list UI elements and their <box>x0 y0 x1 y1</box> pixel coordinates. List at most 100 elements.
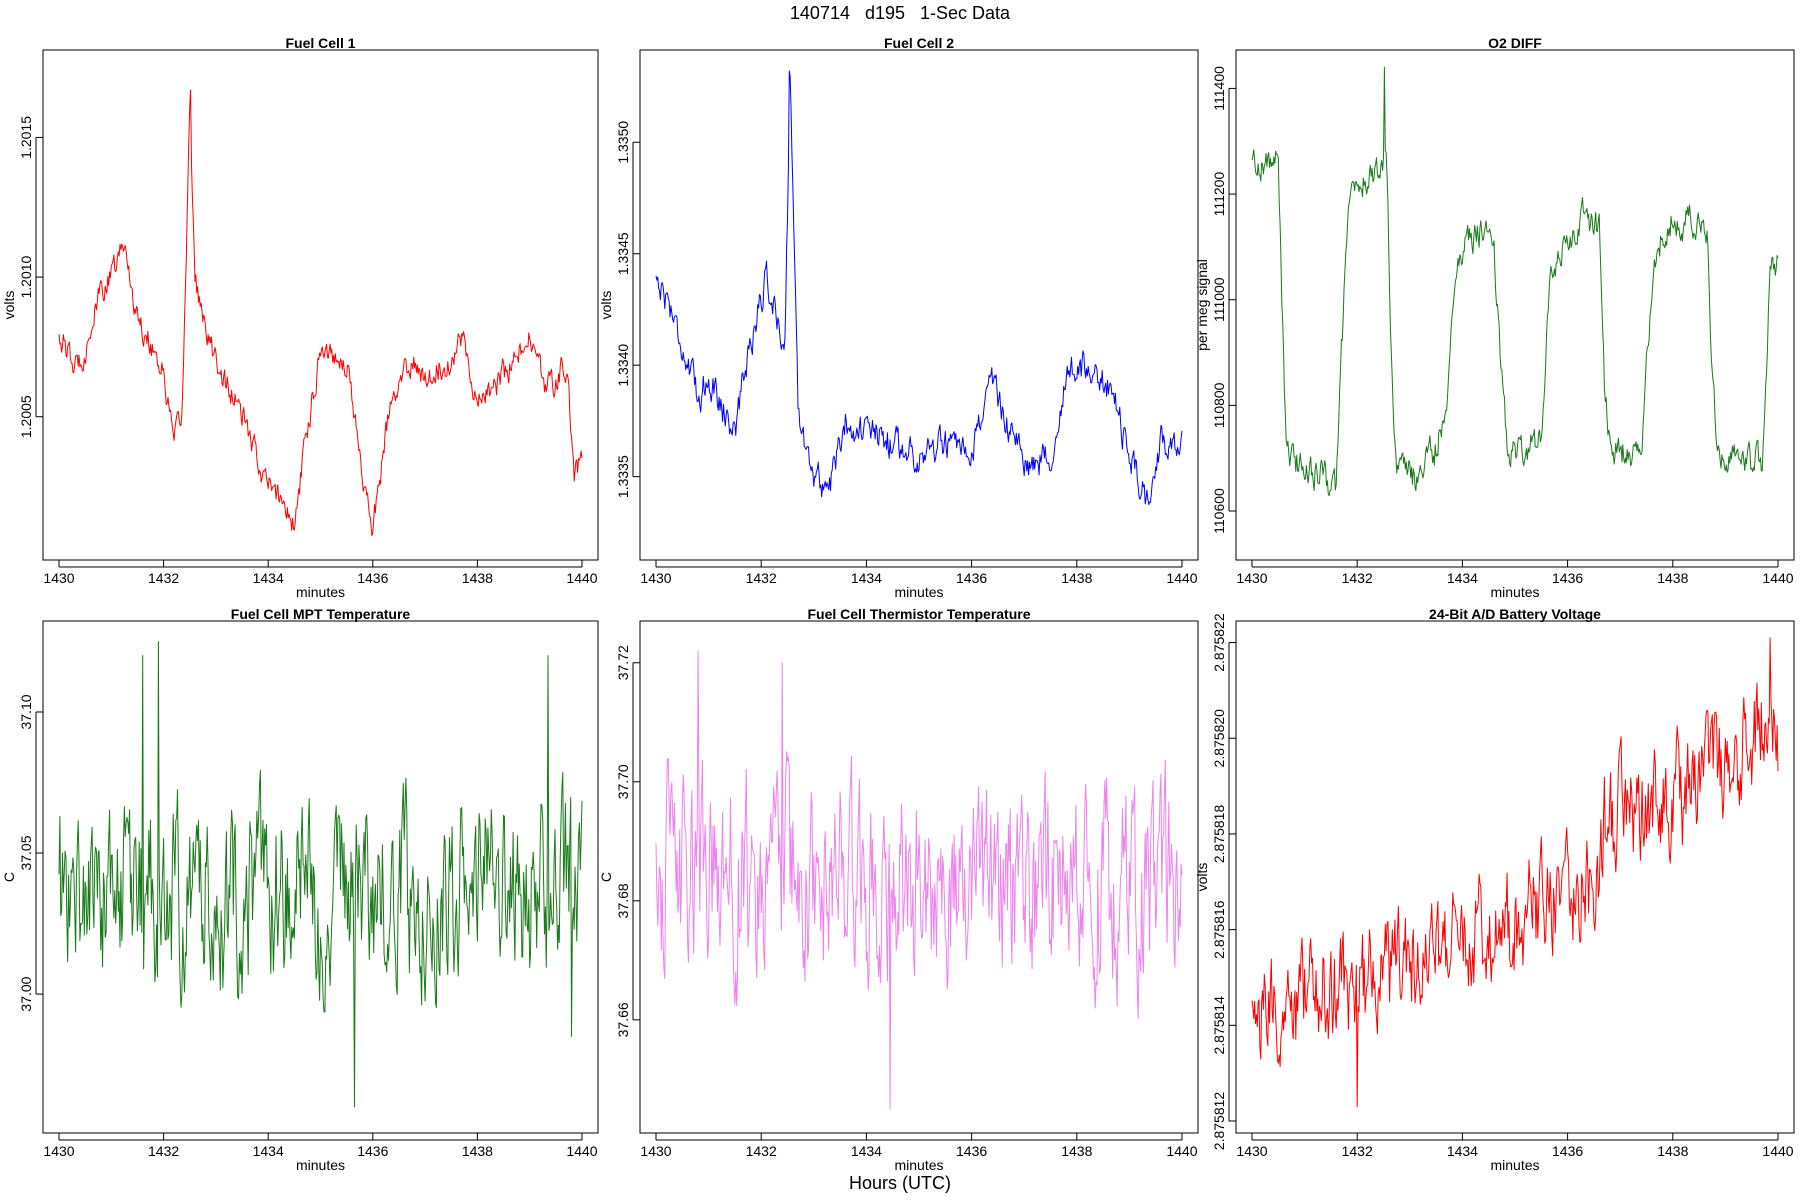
x-tick-label: 1434 <box>851 570 882 586</box>
chart-title: Fuel Cell Thermistor Temperature <box>807 606 1030 622</box>
plot-frame <box>42 620 599 1134</box>
chart-title: 24-Bit A/D Battery Voltage <box>1429 606 1601 622</box>
page-title: 140714 d195 1-Sec Data <box>789 3 1011 23</box>
chart-title: Fuel Cell 2 <box>884 35 954 51</box>
x-tick-label: 1432 <box>746 570 777 586</box>
plot-frame <box>42 49 599 561</box>
chart-title: Fuel Cell MPT Temperature <box>231 606 411 622</box>
plot-frame <box>639 49 1199 561</box>
x-tick-label: 1434 <box>1447 1143 1478 1159</box>
chart-panel-5: Fuel Cell Thermistor Temperature 1430 1432… <box>598 606 1199 1173</box>
x-tick-label: 1438 <box>1061 1143 1092 1159</box>
series-line <box>58 89 583 537</box>
y-tick-label: 2.875818 <box>1211 805 1227 864</box>
x-tick-label: 1438 <box>462 570 493 586</box>
y-tick-label: 110800 <box>1211 382 1227 428</box>
y-tick-label: 37.68 <box>615 883 631 918</box>
y-tick-label: 1.2015 <box>18 116 34 159</box>
chart-panel-4: Fuel Cell MPT Temperature 1430 1432 1434 143… <box>1 606 599 1173</box>
x-tick-label: 1432 <box>148 570 179 586</box>
y-tick-label: 110600 <box>1211 488 1227 534</box>
y-axis-label: per meg signal <box>1194 259 1210 351</box>
x-tick-label: 1440 <box>566 570 597 586</box>
y-axis-label: C <box>1 872 17 882</box>
y-tick-label: 111200 <box>1211 172 1227 217</box>
plot-frame <box>1235 49 1795 561</box>
chart-panel-6: 24-Bit A/D Battery Voltage 1430 1432 1434 14… <box>1194 606 1795 1173</box>
x-tick-label: 1430 <box>640 1143 671 1159</box>
chart-panel-2: Fuel Cell 2 1430 1432 1434 1436 1438 1440 minut… <box>598 35 1199 600</box>
x-tick-label: 1436 <box>1552 570 1583 586</box>
x-tick-label: 1430 <box>640 570 671 586</box>
x-tick-label: 1440 <box>1762 1143 1793 1159</box>
y-tick-label: 1.2010 <box>18 255 34 298</box>
y-tick-label: 37.72 <box>615 645 631 680</box>
x-tick-label: 1434 <box>253 1143 284 1159</box>
y-axis-label: volts <box>1194 863 1210 892</box>
y-tick-label: 37.05 <box>18 835 34 870</box>
x-tick-label: 1434 <box>1447 570 1478 586</box>
x-tick-label: 1430 <box>43 570 74 586</box>
plot-frame <box>1235 620 1795 1134</box>
x-tick-label: 1436 <box>357 1143 388 1159</box>
x-tick-label: 1430 <box>1236 1143 1267 1159</box>
y-tick-label: 2.875814 <box>1211 996 1227 1055</box>
global-x-axis-label: Hours (UTC) <box>849 1173 951 1193</box>
chart-panel-3: O2 DIFF 1430 1432 1434 1436 1438 1440 minutes 11… <box>1194 35 1795 600</box>
x-tick-label: 1436 <box>956 570 987 586</box>
x-axis-label: minutes <box>296 1157 345 1173</box>
x-tick-label: 1436 <box>357 570 388 586</box>
x-tick-label: 1440 <box>1762 570 1793 586</box>
x-tick-label: 1438 <box>1061 570 1092 586</box>
y-axis-label: C <box>598 872 614 882</box>
x-tick-label: 1440 <box>1166 1143 1197 1159</box>
x-tick-label: 1434 <box>851 1143 882 1159</box>
x-axis-label: minutes <box>1490 584 1539 600</box>
y-axis-label: volts <box>1 291 17 320</box>
x-tick-label: 1440 <box>566 1143 597 1159</box>
x-axis-label: minutes <box>1490 1157 1539 1173</box>
y-tick-label: 111400 <box>1211 66 1227 111</box>
series-line <box>1251 66 1779 497</box>
x-tick-label: 1436 <box>1552 1143 1583 1159</box>
x-tick-label: 1438 <box>462 1143 493 1159</box>
x-tick-label: 1432 <box>148 1143 179 1159</box>
y-tick-label: 1.3335 <box>615 455 631 498</box>
y-tick-label: 1.2005 <box>18 395 34 438</box>
chart-title: O2 DIFF <box>1488 35 1542 51</box>
x-axis-label: minutes <box>894 584 943 600</box>
series-line <box>1251 637 1779 1108</box>
y-tick-label: 1.3350 <box>615 121 631 164</box>
x-tick-label: 1436 <box>956 1143 987 1159</box>
chart-panel-1: Fuel Cell 1 1430 1432 1434 1436 1438 1440 minut… <box>1 35 599 600</box>
y-tick-label: 37.00 <box>18 976 34 1011</box>
x-tick-label: 1438 <box>1657 1143 1688 1159</box>
x-axis-label: minutes <box>296 584 345 600</box>
series-line <box>655 650 1183 1110</box>
x-tick-label: 1438 <box>1657 570 1688 586</box>
x-tick-label: 1432 <box>1342 570 1373 586</box>
x-tick-label: 1432 <box>1342 1143 1373 1159</box>
y-tick-label: 37.10 <box>18 694 34 729</box>
x-axis-label: minutes <box>894 1157 943 1173</box>
x-tick-label: 1434 <box>253 570 284 586</box>
plot-frame <box>639 620 1199 1134</box>
x-tick-label: 1430 <box>1236 570 1267 586</box>
y-tick-label: 2.875822 <box>1211 613 1227 672</box>
x-tick-label: 1432 <box>746 1143 777 1159</box>
y-tick-label: 1.3340 <box>615 344 631 387</box>
x-tick-label: 1440 <box>1166 570 1197 586</box>
y-axis-label: volts <box>598 291 614 320</box>
y-tick-label: 2.875820 <box>1211 709 1227 768</box>
y-tick-label: 111000 <box>1211 277 1227 322</box>
series-line <box>58 641 583 1108</box>
series-line <box>655 70 1183 506</box>
y-tick-label: 2.875816 <box>1211 900 1227 959</box>
y-tick-label: 37.66 <box>615 1002 631 1037</box>
chart-title: Fuel Cell 1 <box>285 35 355 51</box>
x-tick-label: 1430 <box>43 1143 74 1159</box>
y-tick-label: 1.3345 <box>615 232 631 275</box>
y-tick-label: 37.70 <box>615 764 631 799</box>
y-tick-label: 2.875812 <box>1211 1092 1227 1151</box>
